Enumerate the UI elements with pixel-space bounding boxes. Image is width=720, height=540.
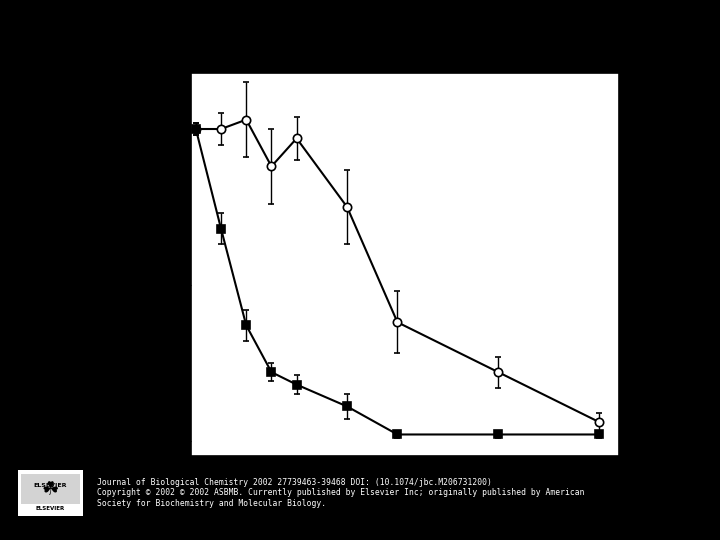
Text: ☘: ☘ — [42, 480, 59, 498]
Y-axis label: Viability (%): Viability (%) — [138, 217, 152, 313]
Text: Journal of Biological Chemistry 2002 27739463-39468 DOI: (10.1074/jbc.M206731200: Journal of Biological Chemistry 2002 277… — [97, 478, 585, 508]
Bar — [22, 474, 79, 504]
X-axis label: Dose of toxin (ng/ml): Dose of toxin (ng/ml) — [323, 484, 487, 498]
Text: ELSEVIER: ELSEVIER — [34, 483, 67, 488]
Text: Figure 7: Figure 7 — [332, 19, 388, 33]
Text: ELSEVIER: ELSEVIER — [36, 507, 65, 511]
